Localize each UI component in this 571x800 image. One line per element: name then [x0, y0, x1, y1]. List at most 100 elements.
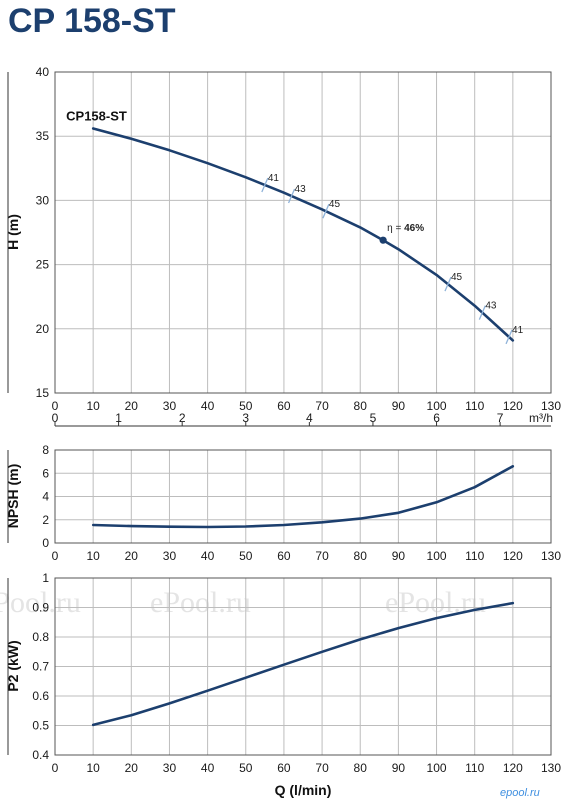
x-tick-label: 130: [541, 549, 561, 563]
y-tick-label: 35: [36, 129, 50, 143]
efficiency-tick: [444, 276, 452, 292]
x-tick-label: 130: [541, 761, 561, 775]
x-tick-label: 60: [277, 549, 291, 563]
efficiency-tick: [322, 203, 330, 219]
x-tick-label: 130: [541, 399, 561, 413]
x-tick-label: 90: [392, 549, 406, 563]
x-tick-label: 30: [163, 399, 177, 413]
secondary-x-tick-label: 7: [497, 411, 504, 425]
x-tick-label: 80: [354, 399, 368, 413]
y-tick-label: 1: [42, 571, 49, 585]
x-tick-label: 20: [125, 399, 139, 413]
secondary-x-tick-label: 6: [433, 411, 440, 425]
x-tick-label: 0: [52, 761, 59, 775]
x-tick-label: 0: [52, 399, 59, 413]
x-tick-label: 120: [503, 399, 523, 413]
efficiency-label: 43: [485, 301, 497, 312]
y-tick-label: 0.8: [32, 630, 49, 644]
x-tick-label: 20: [125, 761, 139, 775]
secondary-x-tick-label: 1: [115, 411, 122, 425]
y-axis-label: NPSH (m): [5, 464, 21, 529]
x-tick-label: 70: [315, 399, 329, 413]
secondary-x-tick-label: 4: [306, 411, 313, 425]
x-tick-label: 50: [239, 549, 253, 563]
x-axis-label: Q (l/min): [275, 782, 332, 798]
y-tick-label: 30: [36, 193, 50, 207]
y-tick-label: 0.5: [32, 719, 49, 733]
x-tick-label: 110: [465, 399, 484, 413]
efficiency-label: 41: [512, 325, 524, 336]
x-tick-label: 80: [354, 549, 368, 563]
x-tick-label: 100: [427, 761, 447, 775]
x-tick-label: 40: [201, 549, 215, 563]
x-tick-label: 50: [239, 761, 253, 775]
x-tick-label: 110: [465, 549, 484, 563]
best-efficiency-label: η = 46%: [387, 223, 424, 234]
x-tick-label: 70: [315, 761, 329, 775]
plot-frame: [54, 449, 552, 544]
y-tick-label: 0.6: [32, 689, 49, 703]
series-label: CP158-ST: [66, 108, 127, 123]
watermark-text: ePool.ru: [385, 586, 486, 619]
y-tick-label: 8: [42, 443, 49, 457]
x-tick-label: 120: [503, 761, 523, 775]
efficiency-label: 45: [329, 199, 341, 210]
x-tick-label: 60: [277, 761, 291, 775]
x-tick-label: 30: [163, 549, 177, 563]
x-tick-label: 120: [503, 549, 523, 563]
efficiency-label: 41: [268, 173, 280, 184]
x-tick-label: 40: [201, 761, 215, 775]
y-tick-label: 4: [42, 490, 49, 504]
x-tick-label: 60: [277, 399, 291, 413]
secondary-x-unit: m³/h: [529, 411, 553, 425]
efficiency-tick: [287, 188, 296, 204]
series-line-h: [91, 127, 515, 342]
y-tick-label: 25: [36, 258, 50, 272]
efficiency-tick: [505, 329, 513, 345]
y-tick-label: 6: [42, 466, 49, 480]
x-tick-label: 90: [392, 761, 406, 775]
x-tick-label: 20: [125, 549, 139, 563]
x-tick-label: 80: [354, 761, 368, 775]
y-tick-label: 0.7: [32, 660, 49, 674]
y-tick-label: 0: [42, 536, 49, 550]
best-efficiency-point: [379, 236, 387, 244]
y-axis-label: H (m): [5, 214, 21, 250]
y-tick-label: 20: [36, 322, 50, 336]
x-tick-label: 40: [201, 399, 215, 413]
x-tick-label: 10: [86, 399, 100, 413]
efficiency-label: 43: [295, 184, 307, 195]
series-line-p2: [91, 601, 515, 727]
series-line-npsh: [91, 465, 515, 529]
secondary-x-tick-label: 3: [242, 411, 249, 425]
x-tick-label: 10: [86, 761, 100, 775]
plot-frame: [54, 71, 552, 394]
x-tick-label: 0: [52, 549, 59, 563]
efficiency-tick: [478, 305, 486, 320]
x-tick-label: 30: [163, 761, 177, 775]
secondary-x-tick-label: 0: [52, 411, 59, 425]
x-tick-label: 100: [427, 549, 447, 563]
efficiency-tick: [261, 177, 269, 193]
watermark-text: ePool.ru: [150, 586, 251, 619]
y-tick-label: 0.4: [32, 748, 49, 762]
y-tick-label: 40: [36, 65, 50, 79]
x-tick-label: 90: [392, 399, 406, 413]
secondary-x-tick-label: 2: [179, 411, 186, 425]
brand-mark: epool.ru: [500, 787, 540, 799]
x-tick-label: 70: [315, 549, 329, 563]
x-tick-label: 50: [239, 399, 253, 413]
x-tick-label: 100: [427, 399, 447, 413]
y-tick-label: 0.9: [32, 601, 49, 615]
x-tick-label: 110: [465, 761, 484, 775]
x-tick-label: 10: [86, 549, 100, 563]
plot-frame: [54, 577, 552, 756]
secondary-x-tick-label: 5: [370, 411, 377, 425]
y-tick-label: 2: [42, 513, 49, 527]
y-tick-label: 15: [36, 386, 50, 400]
watermark-text: ePool.ru: [0, 586, 81, 619]
efficiency-label: 45: [451, 272, 463, 283]
page-title: CP 158-ST: [8, 2, 176, 40]
y-axis-label: P2 (kW): [5, 640, 21, 691]
